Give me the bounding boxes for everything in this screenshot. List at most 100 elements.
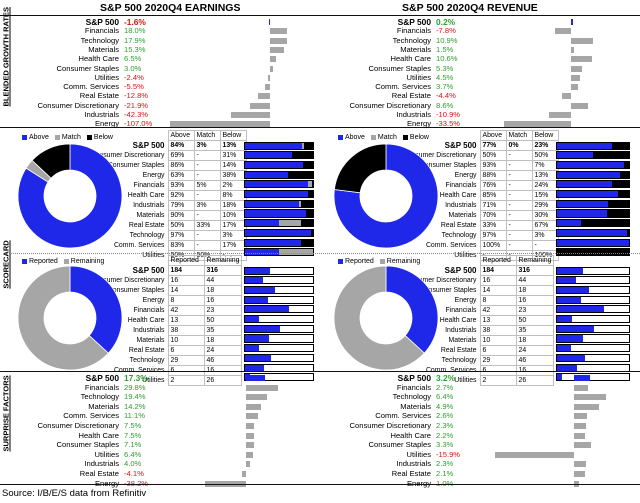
sector-label-consumer-discretionary: Consumer Discretionary	[37, 100, 119, 110]
sector-label-financials: Financials	[396, 382, 431, 392]
seg-reported	[245, 345, 259, 352]
stacked-bar	[556, 373, 630, 382]
row-label: Utilities	[454, 252, 477, 259]
seg-reported	[557, 345, 572, 352]
seg-below	[618, 191, 629, 198]
seg-match	[308, 181, 312, 188]
seg-above	[245, 152, 292, 159]
row-label: Technology	[129, 232, 165, 239]
cell-remaining: 26	[203, 375, 243, 386]
sector-value-consumer-staples: 7.1%	[124, 440, 142, 450]
stacked-bar	[244, 266, 314, 275]
bar-materials	[270, 46, 285, 53]
sector-value-real-estate: -4.1%	[124, 469, 144, 478]
stacked-bar	[244, 295, 314, 304]
seg-above	[557, 220, 581, 227]
sector-label-technology: Technology	[80, 35, 119, 45]
seg-below	[593, 152, 629, 159]
seg-below	[306, 210, 313, 217]
rev-beat-legend: Above Match Below	[338, 134, 429, 141]
sector-value-health-care: 10.6%	[436, 54, 458, 64]
total-label: S&P 500	[444, 141, 477, 150]
stacked-bar	[556, 353, 630, 362]
seg-above	[557, 152, 593, 159]
sector-label-real-estate: Real Estate	[391, 91, 431, 101]
row-label: Utilities	[142, 252, 165, 259]
bar-consumer-discretionary	[249, 102, 270, 109]
total-bar	[574, 375, 590, 381]
stacked-bar	[244, 276, 314, 285]
legend-reported: Reported	[338, 258, 374, 265]
stacked-bar	[244, 190, 314, 199]
sector-value-comm-services: 3.7%	[436, 82, 454, 92]
stacked-bar	[556, 199, 630, 208]
legend-match: Match	[370, 134, 397, 141]
seg-reported	[245, 277, 264, 284]
sector-value-industrials: 2.3%	[436, 459, 454, 469]
stacked-bar	[244, 209, 314, 218]
stacked-bar	[244, 141, 314, 150]
row-label: Comm. Services	[425, 367, 477, 374]
row-label: Financials	[133, 307, 165, 314]
seg-reported	[557, 286, 589, 294]
seg-above	[245, 239, 302, 246]
sector-value-technology: 6.4%	[436, 392, 454, 402]
row-label: Energy	[454, 172, 477, 179]
seg-above	[245, 142, 303, 149]
source-note: Source: I/B/E/S data from Refinitiv	[2, 488, 147, 499]
seg-below	[300, 200, 313, 207]
sector-label-health-care: Health Care	[390, 54, 431, 64]
sector-value-materials: 4.9%	[436, 401, 454, 411]
seg-below	[301, 239, 313, 246]
seg-below	[301, 220, 313, 227]
bar-materials	[571, 46, 574, 53]
seg-reported	[245, 325, 281, 332]
seg-reported	[557, 267, 584, 274]
seg-reported	[245, 286, 275, 294]
sector-label-consumer-staples: Consumer Staples	[56, 440, 119, 450]
total-bar	[571, 19, 573, 25]
stacked-bar	[244, 170, 314, 179]
seg-below	[626, 229, 629, 236]
bar-industrials	[574, 461, 586, 468]
sector-value-consumer-staples: 3.0%	[124, 63, 142, 73]
seg-below	[291, 152, 313, 159]
sector-label-real-estate: Real Estate	[391, 469, 431, 478]
seg-reported	[557, 306, 604, 313]
row-label: Industrials	[445, 327, 477, 334]
revenue-title: S&P 500 2020Q4 REVENUE	[402, 2, 538, 14]
stacked-bar	[556, 170, 630, 179]
total-label: S&P 500	[444, 266, 477, 275]
stacked-bar	[244, 160, 314, 170]
row-label: Consumer Staples	[419, 287, 477, 294]
bar-energy	[574, 480, 579, 487]
donut-below	[333, 143, 387, 194]
stacked-bar	[244, 219, 314, 228]
seg-below	[607, 210, 629, 217]
sector-value-materials: 1.5%	[436, 44, 454, 54]
row-label: Consumer Staples	[419, 162, 477, 169]
earnings-title: S&P 500 2020Q4 EARNINGS	[100, 2, 241, 14]
sector-value-financials: -7.8%	[436, 26, 456, 36]
bar-technology	[270, 37, 287, 44]
sector-value-financials: 29.8%	[124, 382, 146, 392]
sector-label-industrials: Industrials	[84, 110, 119, 119]
donut-remaining	[333, 265, 425, 371]
bar-utilities	[246, 451, 253, 458]
sector-label-real-estate: Real Estate	[79, 91, 119, 101]
seg-above	[245, 210, 307, 217]
bar-health-care	[246, 432, 255, 439]
seg-above	[557, 200, 609, 207]
donut-remaining	[17, 265, 109, 371]
sector-label-utilities: Utilities	[406, 449, 431, 459]
sector-value-materials: 15.3%	[124, 44, 146, 54]
sector-label-consumer-discretionary: Consumer Discretionary	[349, 421, 431, 430]
sector-label-real-estate: Real Estate	[79, 469, 119, 478]
sector-label-industrials: Industrials	[396, 110, 431, 119]
seg-match	[279, 220, 302, 227]
sector-value-consumer-discretionary: 7.5%	[124, 421, 142, 430]
stacked-bar	[556, 324, 630, 333]
donut-above	[333, 143, 439, 249]
bar-comm-services	[574, 413, 587, 420]
seg-above	[245, 249, 279, 256]
